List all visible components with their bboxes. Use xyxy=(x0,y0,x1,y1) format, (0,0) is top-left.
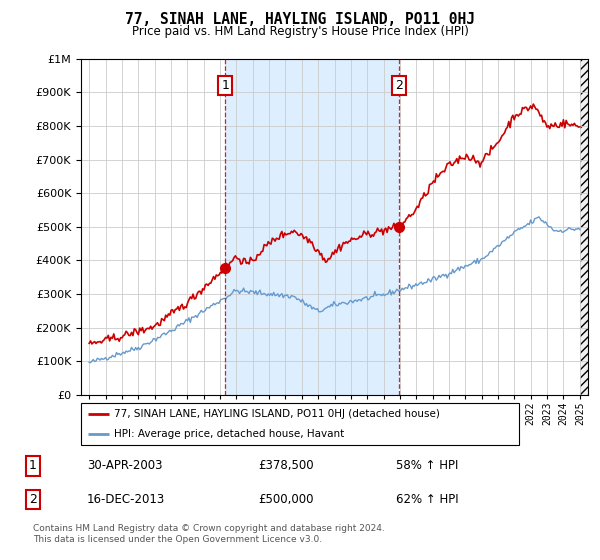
Text: £378,500: £378,500 xyxy=(258,459,314,473)
Text: Contains HM Land Registry data © Crown copyright and database right 2024.: Contains HM Land Registry data © Crown c… xyxy=(33,524,385,533)
Bar xyxy=(226,59,399,395)
Text: 30-APR-2003: 30-APR-2003 xyxy=(87,459,163,473)
Text: HPI: Average price, detached house, Havant: HPI: Average price, detached house, Hava… xyxy=(114,430,344,439)
Text: This data is licensed under the Open Government Licence v3.0.: This data is licensed under the Open Gov… xyxy=(33,534,322,544)
Text: 77, SINAH LANE, HAYLING ISLAND, PO11 0HJ (detached house): 77, SINAH LANE, HAYLING ISLAND, PO11 0HJ… xyxy=(114,409,440,419)
FancyBboxPatch shape xyxy=(81,403,519,445)
Text: 58% ↑ HPI: 58% ↑ HPI xyxy=(396,459,458,473)
Text: 1: 1 xyxy=(221,79,229,92)
Text: 2: 2 xyxy=(29,493,37,506)
Text: 62% ↑ HPI: 62% ↑ HPI xyxy=(396,493,458,506)
Text: Price paid vs. HM Land Registry's House Price Index (HPI): Price paid vs. HM Land Registry's House … xyxy=(131,25,469,38)
Text: 2: 2 xyxy=(395,79,403,92)
Text: 77, SINAH LANE, HAYLING ISLAND, PO11 0HJ: 77, SINAH LANE, HAYLING ISLAND, PO11 0HJ xyxy=(125,12,475,27)
Text: 1: 1 xyxy=(29,459,37,473)
Text: £500,000: £500,000 xyxy=(258,493,314,506)
Bar xyxy=(580,59,588,395)
Text: 16-DEC-2013: 16-DEC-2013 xyxy=(87,493,165,506)
